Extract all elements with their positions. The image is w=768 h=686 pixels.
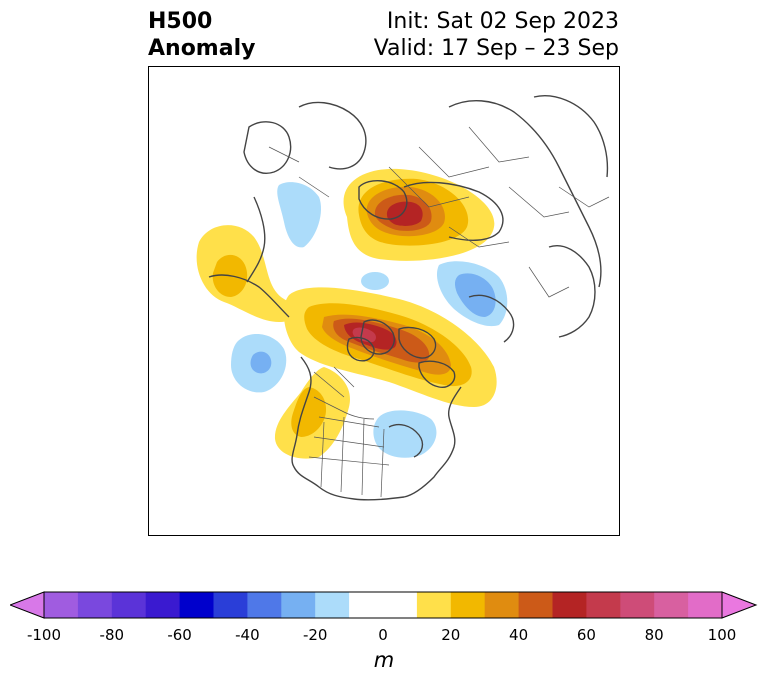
colorbar-over-arrow [721,591,758,619]
map-date-info: Init: Sat 02 Sep 2023 Valid: 17 Sep – 23… [374,8,619,62]
colorbar-tick-label: 20 [441,626,461,644]
map-title: H500 Anomaly [148,8,255,62]
arctic-negative-anomaly [361,272,389,290]
map-canvas [196,95,610,501]
colorbar-tick-label: -100 [26,626,62,644]
colorbar-bin [383,592,418,618]
title-variable: H500 [148,9,213,34]
colorbar [10,591,758,619]
valid-range: Valid: 17 Sep – 23 Sep [373,36,619,61]
asia-negative-anomaly [277,182,322,248]
colorbar-bin [450,592,486,618]
colorbar-tick-label: 100 [707,626,737,644]
colorbar-tick-label: 40 [509,626,529,644]
colorbar-bin [586,592,621,618]
west-na-positive-core [291,387,327,437]
alaska-negative-anomaly [231,333,287,393]
colorbar-bin [518,592,553,618]
init-date: Init: Sat 02 Sep 2023 [386,9,619,34]
northeast-us-negative-anomaly [373,410,437,458]
europe-negative-anomaly [436,261,508,327]
colorbar-bin [484,592,520,618]
canada-positive-anomaly [283,287,497,407]
colorbar-bin [688,592,723,618]
colorbar-bin [77,592,113,618]
colorbar-bin [620,592,655,618]
colorbar-bin [552,592,587,618]
colorbar-bins [44,592,723,618]
coastlines [208,95,609,501]
colorbar-tick-label: 60 [576,626,596,644]
colorbar-tick-label: -40 [235,626,260,644]
colorbar-bin [179,592,214,618]
colorbar-bin [247,592,282,618]
colorbar-bin [416,592,452,618]
colorbar-tick-label: -60 [167,626,192,644]
colorbar-tick-label: -80 [99,626,125,644]
colorbar-outline [43,591,723,619]
title-anomaly: Anomaly [148,36,256,61]
colorbar-tick-label: 80 [644,626,664,644]
colorbar-bin [44,592,79,618]
colorbar-bin [315,592,350,618]
colorbar-bin [349,592,384,618]
colorbar-bin [145,592,181,618]
colorbar-tick-label: -20 [302,626,328,644]
colorbar-bin [111,592,147,618]
borders [268,126,610,498]
colorbar-bin [281,592,316,618]
colorbar-bin [213,592,248,618]
colorbar-under-arrow [10,591,45,619]
anomaly-map [148,66,620,536]
colorbar-bin [654,592,689,618]
colorbar-units: m [373,648,395,672]
colorbar-tick-label: 0 [378,626,388,644]
